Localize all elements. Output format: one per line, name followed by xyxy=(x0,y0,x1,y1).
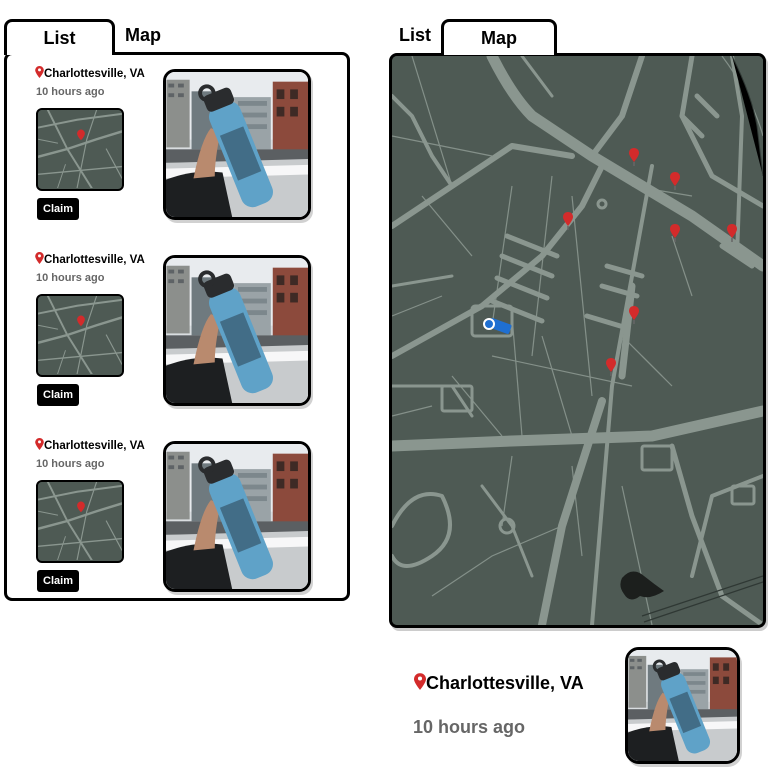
tab-map-label: Map xyxy=(125,25,161,45)
location-text: Charlottesville, VA xyxy=(44,68,145,80)
map-pin-icon xyxy=(670,172,680,190)
claim-button[interactable]: Claim xyxy=(37,384,79,406)
list-item[interactable]: Charlottesville, VA 10 hours ago Claim xyxy=(34,250,314,410)
photo-image xyxy=(628,650,737,761)
claim-button[interactable]: Claim xyxy=(37,570,79,592)
map-pin-icon xyxy=(563,212,573,230)
map-pin-icon xyxy=(629,306,639,324)
mini-map-graphic xyxy=(38,296,122,374)
map-pin-icon xyxy=(35,438,44,450)
tab-list-label: List xyxy=(43,28,76,48)
map-view[interactable] xyxy=(389,53,766,628)
photo-image xyxy=(166,444,308,589)
time-label: 10 hours ago xyxy=(36,272,105,284)
tab-map[interactable]: Map xyxy=(441,19,557,55)
mini-map[interactable] xyxy=(36,108,124,191)
detail-photo[interactable] xyxy=(625,647,740,764)
map-pin-icon xyxy=(35,66,44,78)
map-pin-icon xyxy=(35,252,44,264)
photo-image xyxy=(166,72,308,217)
detail-time: 10 hours ago xyxy=(413,717,526,737)
location-text: Charlottesville, VA xyxy=(44,440,145,452)
detail-location-text: Charlottesville, VA xyxy=(426,673,584,693)
location-label: Charlottesville, VA xyxy=(35,438,145,452)
tab-map[interactable]: Map xyxy=(118,19,168,55)
detail-location: Charlottesville, VA xyxy=(414,673,584,694)
map-graphic xyxy=(392,56,763,625)
location-text: Charlottesville, VA xyxy=(44,254,145,266)
mini-map-graphic xyxy=(38,110,122,188)
item-photo[interactable] xyxy=(163,255,311,406)
location-label: Charlottesville, VA xyxy=(35,66,145,80)
tab-list-label: List xyxy=(398,25,431,45)
tab-list[interactable]: List xyxy=(392,19,438,55)
item-photo[interactable] xyxy=(163,441,311,592)
list-item[interactable]: Charlottesville, VA 10 hours ago Claim xyxy=(34,64,314,224)
map-pin-icon xyxy=(606,358,616,376)
mini-map[interactable] xyxy=(36,480,124,563)
map-pin-icon xyxy=(670,224,680,242)
map-pin-icon xyxy=(414,673,426,690)
time-label: 10 hours ago xyxy=(36,458,105,470)
map-pin-icon xyxy=(727,224,737,242)
photo-image xyxy=(166,258,308,403)
claim-button[interactable]: Claim xyxy=(37,198,79,220)
mini-map-graphic xyxy=(38,482,122,560)
list-item[interactable]: Charlottesville, VA 10 hours ago Claim xyxy=(34,436,314,596)
time-label: 10 hours ago xyxy=(36,86,105,98)
tab-map-label: Map xyxy=(481,28,517,48)
item-photo[interactable] xyxy=(163,69,311,220)
user-location-dot xyxy=(483,318,495,330)
map-pin-icon xyxy=(629,148,639,166)
location-label: Charlottesville, VA xyxy=(35,252,145,266)
tab-list[interactable]: List xyxy=(4,19,115,55)
mini-map[interactable] xyxy=(36,294,124,377)
